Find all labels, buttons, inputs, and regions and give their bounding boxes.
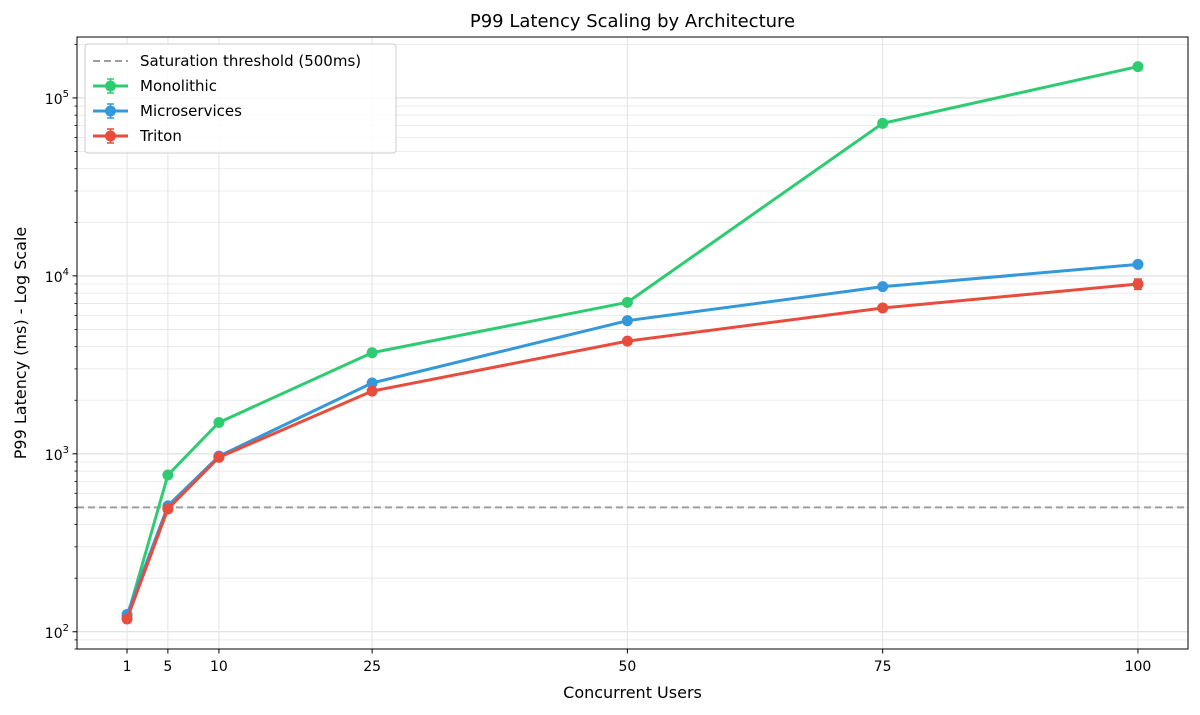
data-point-microservices — [621, 315, 633, 327]
data-point-monolithic — [162, 469, 174, 481]
data-point-monolithic — [213, 416, 225, 428]
y-tick-label: 105 — [45, 89, 69, 108]
x-tick-label: 25 — [363, 659, 381, 675]
data-point-microservices — [1132, 258, 1144, 270]
x-tick-label: 100 — [1125, 659, 1152, 675]
x-tick-label: 50 — [618, 659, 636, 675]
legend-label: Saturation threshold (500ms) — [140, 52, 361, 70]
plot-frame — [76, 36, 1189, 650]
x-axis-label: Concurrent Users — [563, 683, 702, 702]
legend-box — [84, 43, 397, 154]
legend: Saturation threshold (500ms) Monolithic Mi… — [84, 43, 397, 154]
data-point-triton — [121, 613, 133, 625]
data-point-microservices — [877, 281, 889, 293]
data-point-triton — [1132, 278, 1144, 290]
y-tick-label: 104 — [45, 267, 69, 286]
x-tick-label: 10 — [210, 659, 228, 675]
series-triton — [121, 278, 1144, 625]
data-point-triton — [621, 335, 633, 347]
chart-title: P99 Latency Scaling by Architecture — [470, 11, 795, 32]
x-tick-label: 1 — [123, 659, 132, 675]
data-point-triton — [162, 503, 174, 515]
grid — [77, 37, 1188, 650]
legend-swatch-marker — [105, 130, 116, 142]
data-point-monolithic — [1132, 61, 1144, 73]
data-point-triton — [366, 385, 378, 397]
y-tick-label: 102 — [45, 623, 69, 642]
legend-label: Triton — [139, 127, 182, 145]
legend-swatch-marker — [105, 80, 116, 92]
data-point-monolithic — [366, 347, 378, 359]
data-point-triton — [877, 302, 889, 314]
data-point-triton — [213, 451, 225, 463]
data-point-monolithic — [621, 296, 633, 308]
y-axis-label: P99 Latency (ms) - Log Scale — [11, 227, 30, 459]
series-monolithic — [121, 61, 1144, 624]
legend-swatch-marker — [105, 105, 116, 117]
series-layer — [121, 61, 1144, 625]
legend-label: Microservices — [140, 102, 242, 120]
data-point-monolithic — [877, 117, 889, 129]
ticks: 102 103 104 105 1 5 10 25 50 75 100 — [45, 43, 1152, 675]
data-point-microservices — [366, 377, 378, 389]
legend-label: Monolithic — [140, 77, 217, 95]
x-tick-label: 75 — [874, 659, 892, 675]
x-tick-label: 5 — [163, 659, 172, 675]
y-tick-label: 103 — [45, 445, 69, 464]
